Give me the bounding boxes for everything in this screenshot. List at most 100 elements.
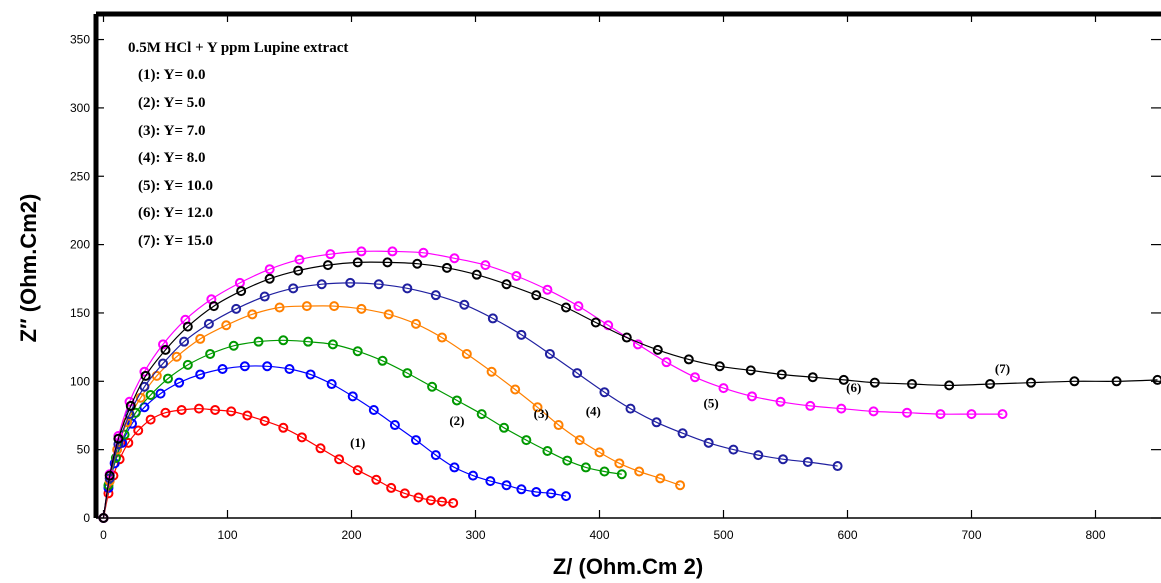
y-tick-label: 100: [70, 374, 90, 388]
series-7-point: [869, 377, 880, 388]
y-tick-label: 50: [77, 443, 91, 457]
series-5-point: [778, 454, 789, 465]
curve-label-5: (5): [704, 395, 719, 410]
series-7-point: [322, 260, 333, 271]
series-4-point: [461, 348, 472, 359]
legend-item-7: (7): Y= 15.0: [138, 233, 213, 249]
x-tick-label: 100: [217, 528, 237, 542]
curve-label-4: (4): [586, 403, 601, 418]
series-1-point: [242, 410, 253, 421]
series-4-point: [410, 318, 421, 329]
series-1-point: [278, 422, 289, 433]
legend-item-2: (2): Y= 5.0: [138, 95, 206, 111]
series-1-point: [176, 405, 187, 416]
series-6-point: [325, 249, 336, 260]
y-axis-title: Z″ (Ohm.Cm2): [16, 194, 41, 343]
series-5-point: [753, 450, 764, 461]
series-6-point: [868, 406, 879, 417]
series-3-point: [562, 455, 573, 466]
series-6-point: [480, 260, 491, 271]
series-7-point: [293, 265, 304, 276]
series-1-point: [413, 492, 424, 503]
series-4-point: [329, 301, 340, 312]
series-3-point: [599, 466, 610, 477]
series-6-point: [661, 357, 672, 368]
series-3-point: [253, 336, 264, 347]
series-6-point: [836, 403, 847, 414]
series-1-point: [334, 454, 345, 465]
series-1-fit-line: [102, 407, 454, 519]
series-6-point: [775, 396, 786, 407]
series-1-point: [133, 425, 144, 436]
series-1-point: [386, 482, 397, 493]
series-2-point: [347, 391, 358, 402]
x-tick-label: 700: [961, 528, 981, 542]
series-2-point: [389, 420, 400, 431]
series-6-point: [294, 254, 305, 265]
series-4-point: [532, 402, 543, 413]
series-4-point: [195, 333, 206, 344]
series-7-point: [807, 372, 818, 383]
series-6-point: [997, 409, 1008, 420]
series-2-point: [430, 450, 441, 461]
series-7-point: [1152, 374, 1161, 385]
y-tick-label: 0: [83, 511, 90, 525]
legend-item-6: (6): Y= 12.0: [138, 205, 213, 221]
series-4-point: [634, 466, 645, 477]
series-7-point: [441, 262, 452, 273]
series-6-point: [573, 301, 584, 312]
series-3-point: [521, 435, 532, 446]
x-axis-title: Z/ (Ohm.Cm 2): [553, 554, 703, 579]
series-4-point: [247, 309, 258, 320]
series-6-point: [158, 339, 169, 350]
series-1-point: [315, 443, 326, 454]
series-4-point: [574, 435, 585, 446]
series-5-point: [179, 336, 190, 347]
series-2-point: [449, 462, 460, 473]
x-tick-label: 500: [713, 528, 733, 542]
series-6-point: [966, 409, 977, 420]
series-2-point: [468, 470, 479, 481]
series-1-point: [399, 488, 410, 499]
x-tick-label: 300: [465, 528, 485, 542]
series-2-point: [217, 363, 228, 374]
series-7-point: [531, 290, 542, 301]
x-tick-label: 200: [341, 528, 361, 542]
series-6-fit-line: [102, 250, 1003, 519]
y-tick-label: 200: [70, 238, 90, 252]
series-7-point: [140, 370, 151, 381]
series-4-point: [112, 444, 123, 455]
series-4-point: [486, 366, 497, 377]
series-3-point: [542, 446, 553, 457]
series-7-point: [382, 257, 393, 268]
series-2-point: [516, 484, 527, 495]
series-3-point: [303, 336, 314, 347]
legend-item-3: (3): Y= 7.0: [138, 123, 206, 139]
series-2-point: [485, 476, 496, 487]
series-4-point: [655, 473, 666, 484]
series-4-point: [614, 458, 625, 469]
series-5-point: [459, 299, 470, 310]
series-3-point: [352, 346, 363, 357]
legend-item-4: (4): Y= 8.0: [138, 150, 206, 166]
series-1-point: [296, 432, 307, 443]
series-4-point: [553, 420, 564, 431]
series-1-point: [425, 495, 436, 506]
series-2-point: [501, 480, 512, 491]
series-6-point: [449, 253, 460, 264]
series-5-point: [288, 283, 299, 294]
series-1-point: [226, 406, 237, 417]
series-5-point: [832, 461, 843, 472]
series-5-point: [231, 303, 242, 314]
series-2-point: [239, 361, 250, 372]
series-4-point: [356, 303, 367, 314]
series-7-point: [412, 258, 423, 269]
legend-item-1: (1): Y= 0.0: [138, 67, 206, 83]
x-tick-label: 400: [589, 528, 609, 542]
y-tick-label: 250: [70, 169, 90, 183]
legend-title: 0.5M HCl + Y ppm Lupine extract: [128, 40, 348, 56]
grid-layer: 0 100 200 300 400 500 600 700 800 0 50 100 150 200 250…: [70, 14, 1161, 542]
curve-labels-layer: (1) (2) (3) (4) (5) (6) (7): [350, 361, 1010, 450]
series-6-point: [356, 246, 367, 257]
plot-frame: [93, 11, 1161, 519]
